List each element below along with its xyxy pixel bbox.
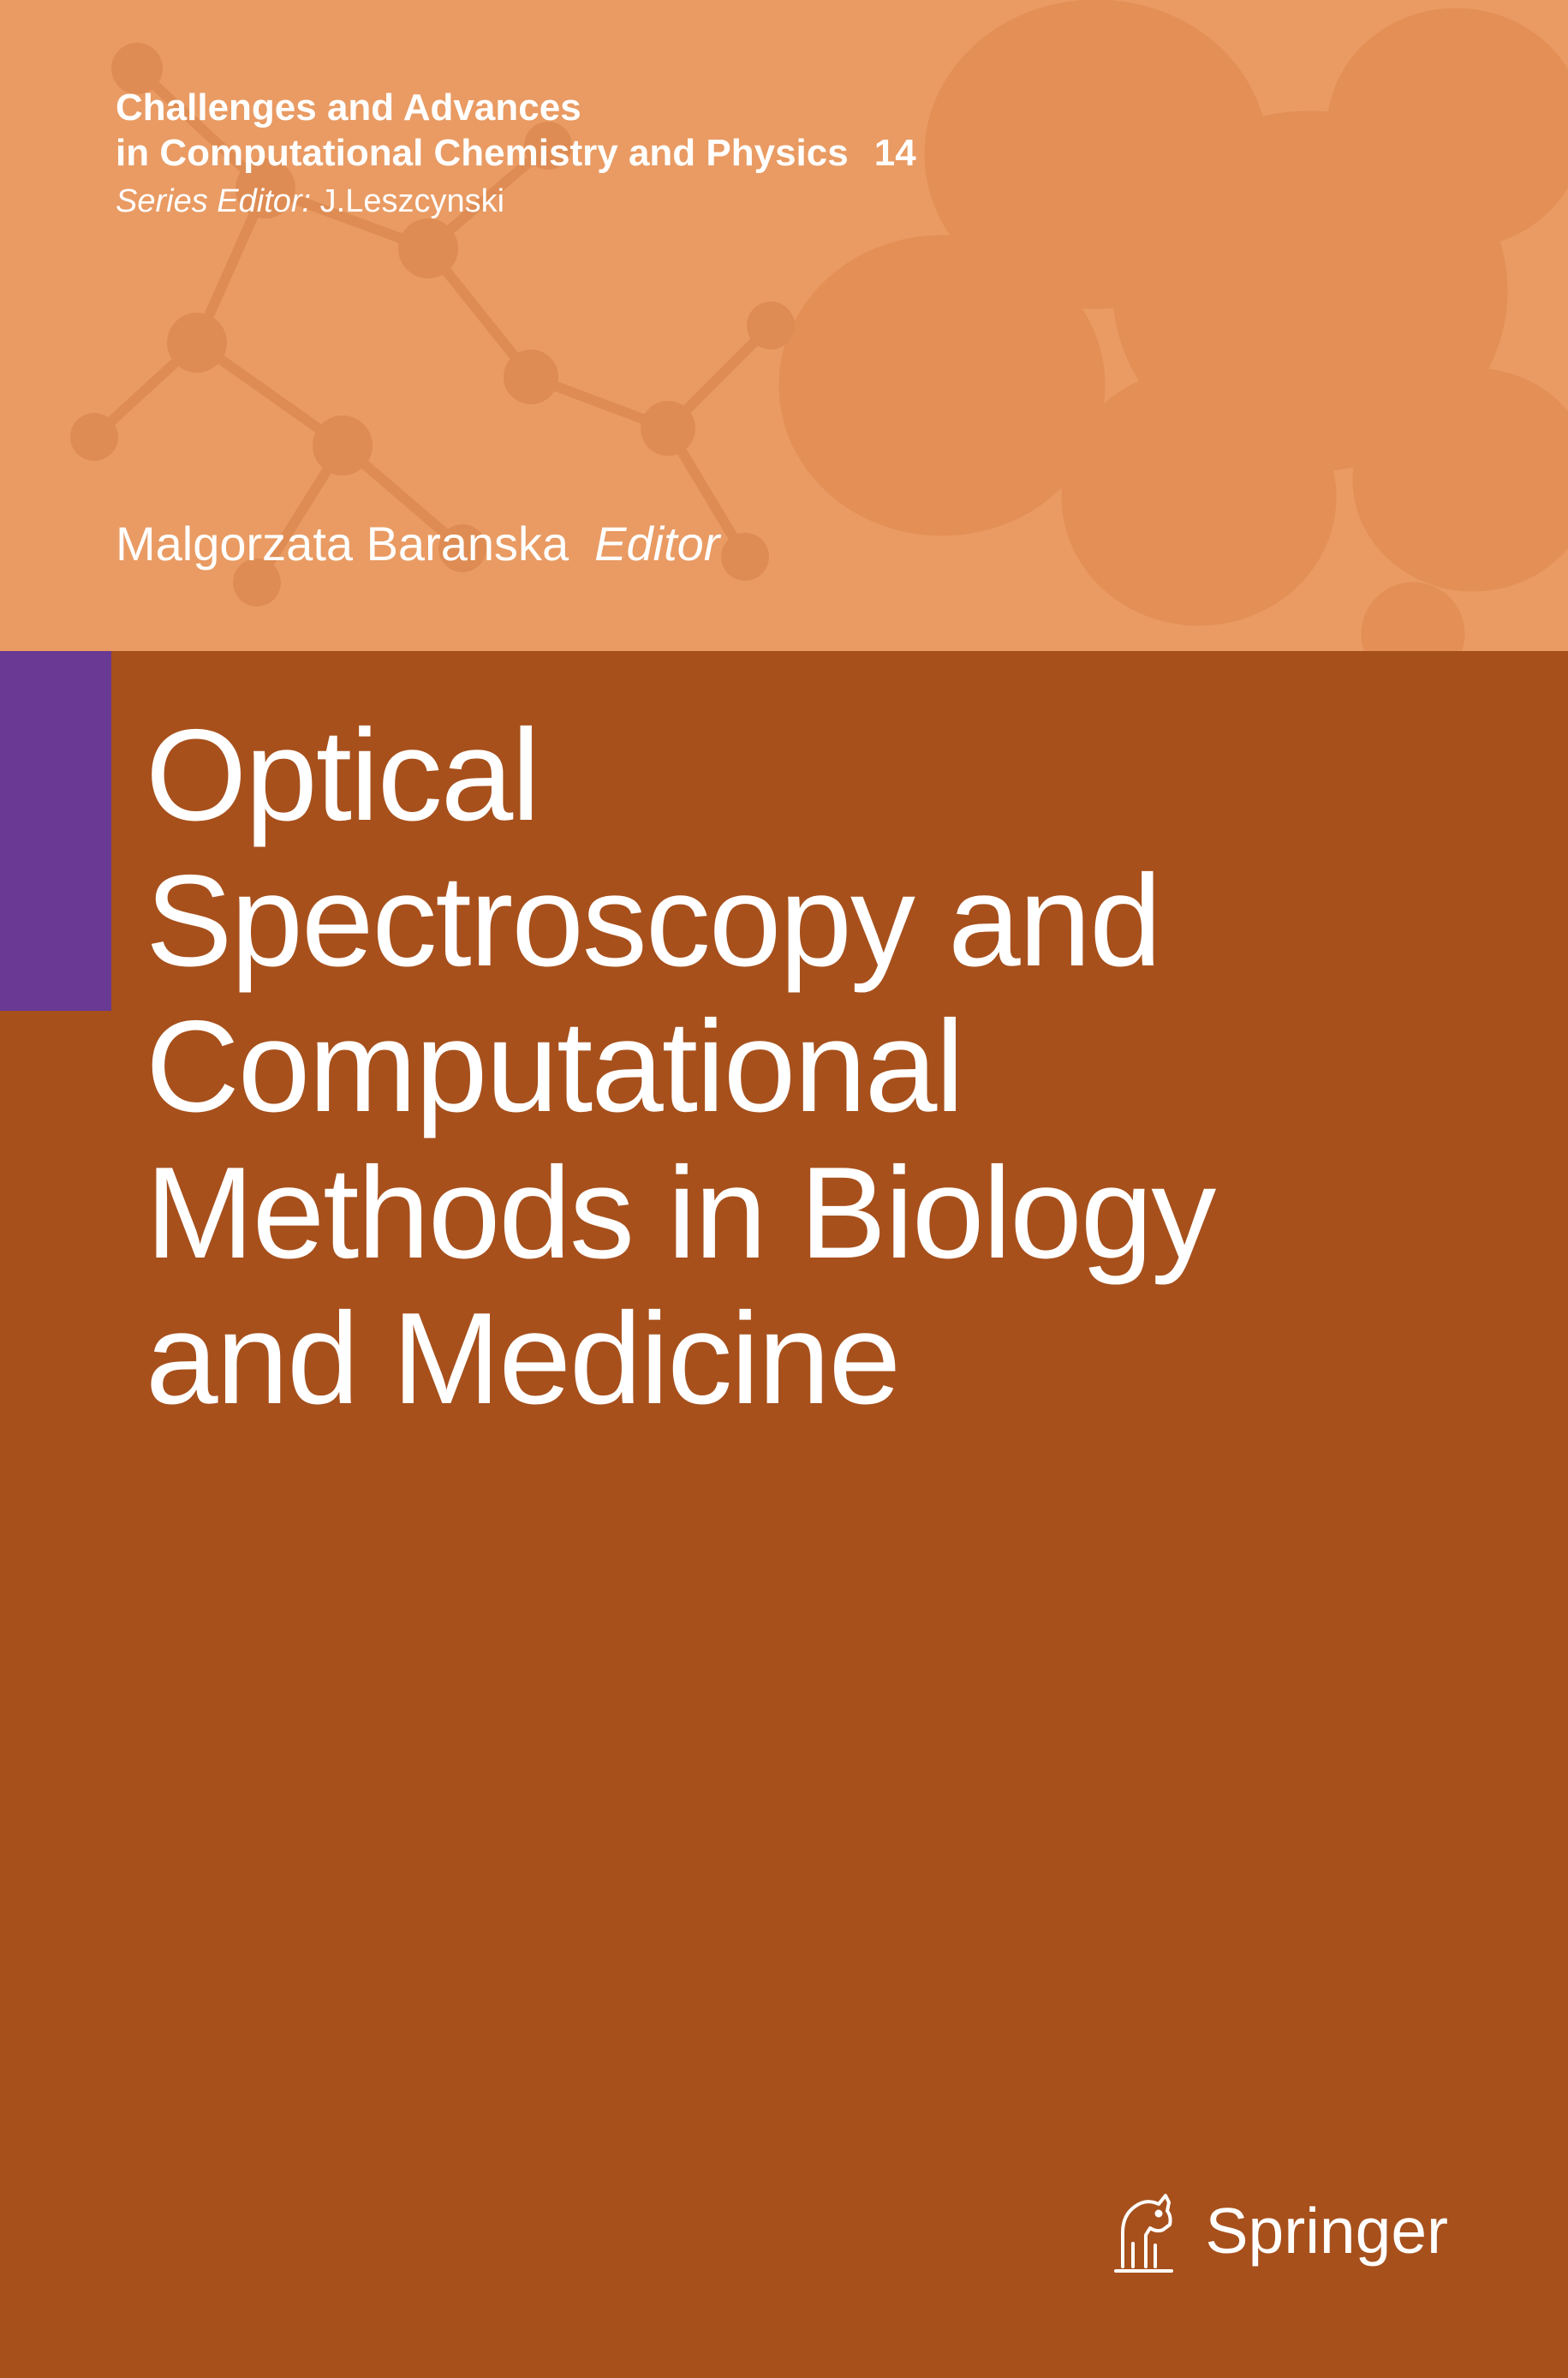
- title-line-2: Spectroscopy and: [146, 848, 1214, 994]
- bottom-cover-section: Optical Spectroscopy and Computational M…: [0, 651, 1568, 2378]
- springer-horse-icon: [1107, 2185, 1180, 2275]
- series-editor-name: J.Leszcynski: [320, 183, 504, 219]
- editor-name: Malgorzata Baranska: [116, 517, 569, 571]
- book-editor: Malgorzata Baranska Editor: [116, 516, 719, 571]
- publisher-name: Springer: [1206, 2194, 1448, 2267]
- title-line-3: Computational: [146, 994, 1214, 1139]
- title-line-4: Methods in Biology: [146, 1140, 1214, 1286]
- title-line-5: and Medicine: [146, 1286, 1214, 1431]
- book-title: Optical Spectroscopy and Computational M…: [146, 702, 1214, 1431]
- series-volume: 14: [874, 132, 916, 174]
- purple-accent-block: [0, 651, 111, 1011]
- publisher-block: Springer: [1107, 2185, 1448, 2275]
- title-line-1: Optical: [146, 702, 1214, 848]
- series-editor: Series Editor: J.Leszcynski: [116, 183, 916, 220]
- series-title-line1: Challenges and Advances: [116, 86, 916, 131]
- top-cover-section: Challenges and Advances in Computational…: [0, 0, 1568, 651]
- series-info: Challenges and Advances in Computational…: [116, 86, 916, 220]
- series-editor-label: Series Editor:: [116, 183, 311, 219]
- editor-role: Editor: [594, 517, 719, 571]
- series-title-line2: in Computational Chemistry and Physics14: [116, 131, 916, 176]
